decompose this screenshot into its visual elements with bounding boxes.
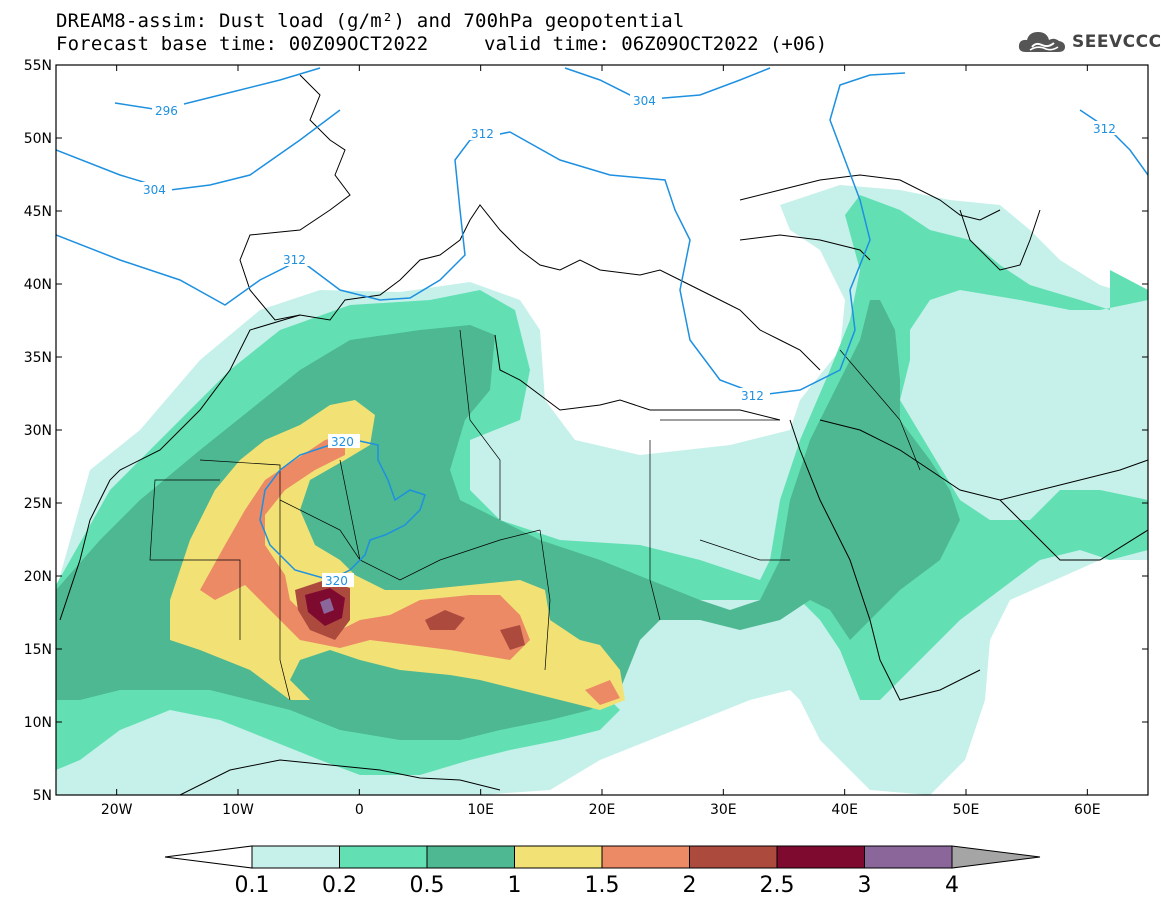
colorbar-right-arrow <box>951 845 1041 869</box>
lat-label: 15N <box>24 642 52 658</box>
lon-label: 40E <box>831 802 858 818</box>
contour-label: 320 <box>325 574 348 588</box>
lat-label: 35N <box>24 350 52 366</box>
contour-296 <box>114 67 321 111</box>
contour-label: 312 <box>283 253 306 267</box>
lat-label: 55N <box>24 58 52 74</box>
colorbar-label: 0.1 <box>235 873 270 898</box>
contour-312-east <box>1079 109 1148 176</box>
seevccc-logo: SEEVCCC <box>1016 26 1162 58</box>
colorbar-swatch <box>776 845 865 869</box>
lat-label: 10N <box>24 715 52 731</box>
colorbar-swatch <box>514 845 603 869</box>
contour-label: 312 <box>1093 122 1116 136</box>
geopotential-contours <box>56 67 1148 581</box>
colorbar-left-arrow <box>164 845 253 869</box>
contour-label: 304 <box>143 183 166 197</box>
valid-time: valid time: 06Z09OCT2022 (+06) <box>484 33 828 55</box>
colorbar-swatch <box>339 845 428 869</box>
logo-text: SEEVCCC <box>1072 32 1162 52</box>
lon-label: 10W <box>222 802 254 818</box>
lon-label: 20W <box>101 802 133 818</box>
cloud-icon <box>1018 32 1065 52</box>
lat-label: 5N <box>33 788 52 804</box>
lat-label: 40N <box>24 277 52 293</box>
contour-304-east <box>564 67 771 101</box>
lon-label: 10E <box>467 802 494 818</box>
colorbar-label: 4 <box>945 873 959 898</box>
contour-label: 320 <box>331 435 354 449</box>
contour-304-west <box>56 109 341 191</box>
colorbar-swatch <box>251 845 340 869</box>
colorbar-label: 0.5 <box>410 873 445 898</box>
lat-label: 30N <box>24 423 52 439</box>
colorbar-swatch <box>689 845 778 869</box>
colorbar-swatch <box>426 845 515 869</box>
contour-312-west <box>56 72 906 396</box>
contour-label: 296 <box>155 104 178 118</box>
contour-label: 312 <box>471 127 494 141</box>
lat-label: 45N <box>24 204 52 220</box>
colorbar-label: 0.2 <box>322 873 357 898</box>
lat-label: 50N <box>24 131 52 147</box>
base-time: Forecast base time: 00Z09OCT2022 <box>56 33 429 55</box>
colorbar-label: 3 <box>858 873 872 898</box>
axis-ticks: 55N 50N 45N 40N 35N 30N 25N 20N 15N 10N 5N 20W 10W 0 1… <box>24 58 1148 818</box>
colorbar-label: 1 <box>508 873 522 898</box>
coastlines <box>59 74 1148 795</box>
lat-label: 20N <box>24 569 52 585</box>
contour-320 <box>259 439 426 581</box>
lon-label: 30E <box>710 802 737 818</box>
lon-label: 50E <box>953 802 980 818</box>
lat-label: 25N <box>24 496 52 512</box>
colorbar-label: 2 <box>683 873 697 898</box>
colorbar-swatch <box>864 845 953 869</box>
lon-label: 60E <box>1074 802 1101 818</box>
country-borders <box>149 329 921 701</box>
colorbar-swatch <box>601 845 690 869</box>
colorbar-label: 1.5 <box>585 873 620 898</box>
colorbar: 0.1 0.2 0.5 1 1.5 2 2.5 3 4 <box>164 845 1041 898</box>
contour-label: 304 <box>633 94 656 108</box>
lon-label: 0 <box>355 802 364 818</box>
map-title: DREAM8-assim: Dust load (g/m²) and 700hP… <box>56 10 685 32</box>
contour-label: 312 <box>741 389 764 403</box>
contour-labels: 296 304 304 312 312 312 312 320 320 <box>140 93 1122 588</box>
colorbar-label: 2.5 <box>760 873 795 898</box>
lon-label: 20E <box>589 802 616 818</box>
dust-area-level-8 <box>320 598 334 614</box>
